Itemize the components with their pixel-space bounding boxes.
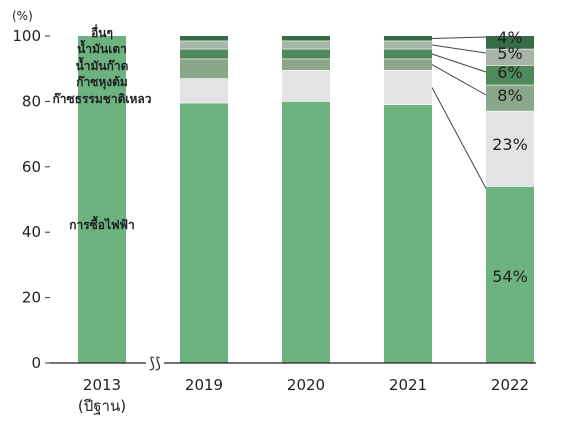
- bar-segment: [486, 36, 534, 50]
- x-category-label: 2021: [389, 376, 427, 394]
- y-tick-label: 60: [22, 158, 41, 176]
- bar-segment: [282, 36, 330, 41]
- bar-segment: [384, 36, 432, 41]
- x-category-label: 2013: [83, 376, 121, 394]
- x-category-label: 2019: [185, 376, 223, 394]
- bar-segment: [384, 40, 432, 50]
- bar-segment: [180, 36, 228, 41]
- leader-line: [431, 53, 487, 73]
- series-inline-label: อื่นๆ: [91, 24, 113, 40]
- y-axis-unit-label: (%): [12, 9, 33, 23]
- y-tick-label: 40: [22, 223, 41, 241]
- bar-segment: [384, 58, 432, 71]
- leader-line: [431, 87, 487, 189]
- bar-segment: [384, 104, 432, 364]
- leader-line: [431, 44, 487, 54]
- bar-segment: [486, 111, 534, 187]
- data-label-2022: 8%: [497, 86, 522, 105]
- data-label-2022: 23%: [492, 135, 528, 154]
- series-inline-label: ก๊าซธรรมชาติเหลว: [52, 92, 151, 106]
- bar-segment: [282, 49, 330, 59]
- series-inline-label: น้ำมันก๊าด: [76, 56, 129, 73]
- bar-segment: [486, 49, 534, 66]
- bar-segment: [486, 85, 534, 112]
- data-label-2022: 5%: [497, 44, 522, 63]
- bar-segment: [282, 70, 330, 102]
- x-category-label: 2020: [287, 376, 325, 394]
- series-inline-label: น้ำมันเตา: [77, 39, 127, 56]
- y-tick-label: 20: [22, 289, 41, 307]
- series-inline-label: การซื้อไฟฟ้า: [69, 215, 135, 232]
- leader-line: [431, 64, 487, 96]
- data-label-2022: 54%: [492, 267, 528, 286]
- bar-segment: [282, 101, 330, 364]
- bar-segment: [180, 78, 228, 104]
- axis-break-mark: ⟆⟆: [149, 354, 161, 372]
- bar-segment: [486, 65, 534, 86]
- data-label-2022: 6%: [497, 63, 522, 82]
- x-category-sublabel: (ปีฐาน): [78, 397, 126, 415]
- bar-segment: [78, 36, 126, 363]
- y-tick-label: 80: [22, 92, 41, 110]
- leader-line: [431, 36, 487, 39]
- bar-segment: [384, 49, 432, 59]
- bar-segment: [384, 70, 432, 105]
- x-category-label: 2022: [491, 376, 529, 394]
- bar-segment: [180, 49, 228, 59]
- y-tick-label: 0: [31, 354, 41, 372]
- bar-segment: [282, 58, 330, 71]
- y-tick-label: 100: [12, 27, 41, 45]
- bar-segment: [180, 40, 228, 50]
- bar-segment: [486, 186, 534, 363]
- bar-segment: [180, 58, 228, 79]
- series-inline-label: ก๊าซหุงต้ม: [76, 75, 128, 90]
- bar-segment: [180, 103, 228, 363]
- bar-segment: [282, 40, 330, 50]
- data-label-2022: 4%: [497, 28, 522, 47]
